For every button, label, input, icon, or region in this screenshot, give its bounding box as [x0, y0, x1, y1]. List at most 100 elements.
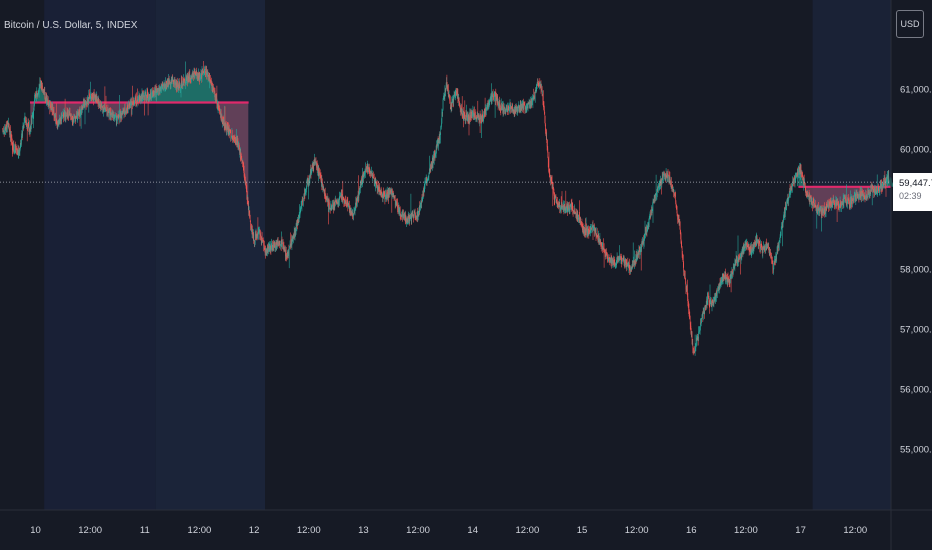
candle — [771, 253, 772, 264]
candle — [390, 187, 392, 195]
candle — [670, 176, 672, 189]
candle — [841, 201, 843, 206]
candle — [86, 104, 87, 108]
candle — [102, 107, 104, 113]
candle — [445, 82, 447, 91]
candle — [178, 78, 179, 93]
candle — [158, 85, 160, 96]
candle — [228, 124, 230, 139]
candle — [355, 196, 357, 211]
candle — [377, 185, 378, 194]
candle — [285, 246, 287, 261]
candle — [141, 93, 142, 103]
candle — [872, 184, 873, 190]
candle — [566, 201, 568, 209]
candle — [274, 240, 276, 248]
candle — [623, 256, 624, 263]
candle — [196, 70, 197, 77]
candle — [796, 173, 797, 178]
candle — [501, 101, 503, 110]
candle — [654, 193, 656, 196]
candle — [587, 225, 589, 236]
candle — [687, 279, 688, 301]
candle — [285, 249, 286, 262]
symbol-title[interactable]: Bitcoin / U.S. Dollar, 5, INDEX — [4, 20, 138, 31]
candle — [5, 124, 6, 131]
candle — [530, 96, 531, 110]
candle — [616, 257, 618, 268]
candle — [833, 199, 835, 205]
candle — [778, 240, 780, 251]
candle — [206, 65, 207, 80]
candle — [667, 176, 669, 183]
candle — [799, 165, 801, 173]
candle — [775, 254, 777, 261]
candle — [812, 204, 813, 212]
candle — [436, 144, 438, 150]
candle — [702, 312, 703, 316]
candle — [597, 230, 599, 242]
candle — [508, 106, 510, 115]
candle — [173, 79, 175, 88]
candle — [774, 255, 776, 263]
candle — [863, 195, 865, 200]
candle — [695, 343, 696, 352]
candle — [251, 228, 253, 239]
candle — [400, 214, 402, 217]
candle — [21, 130, 23, 141]
candle — [720, 280, 721, 289]
candle — [664, 172, 665, 180]
candle — [484, 97, 486, 117]
candle — [723, 274, 725, 282]
candle — [71, 117, 72, 120]
candle — [811, 196, 813, 209]
candle — [267, 243, 269, 254]
candle — [493, 96, 495, 102]
candle — [858, 193, 859, 199]
candle — [605, 249, 607, 259]
candle — [394, 195, 396, 199]
candle — [710, 297, 712, 307]
currency-selector[interactable]: USD — [896, 10, 924, 38]
candle — [753, 242, 755, 252]
candle — [742, 244, 744, 254]
candle — [383, 191, 385, 199]
candle — [404, 212, 406, 221]
candle — [610, 258, 611, 264]
candle — [278, 242, 279, 246]
candle — [666, 175, 668, 178]
candle — [730, 271, 732, 279]
candle — [534, 96, 536, 101]
candle — [217, 101, 219, 114]
candle — [745, 239, 747, 246]
candle — [34, 93, 36, 100]
candle — [307, 175, 309, 187]
candle — [780, 230, 782, 238]
candle — [334, 197, 336, 206]
candle — [539, 81, 541, 88]
candle — [371, 170, 373, 182]
candle — [584, 227, 585, 238]
candle — [850, 196, 852, 209]
candle — [53, 106, 55, 121]
candle — [847, 200, 848, 209]
candle — [600, 242, 602, 249]
candle — [406, 216, 408, 227]
candle — [123, 107, 124, 112]
candle — [216, 85, 218, 109]
candle — [664, 173, 666, 183]
candle — [556, 199, 557, 205]
candle — [219, 105, 220, 115]
candle — [53, 107, 54, 116]
candle — [476, 116, 478, 122]
candle — [480, 113, 482, 124]
candle — [451, 102, 452, 112]
candle — [434, 149, 435, 159]
candle — [26, 122, 28, 130]
candle — [772, 260, 774, 274]
candle — [334, 201, 335, 211]
candle — [492, 89, 494, 101]
candle — [872, 188, 874, 193]
